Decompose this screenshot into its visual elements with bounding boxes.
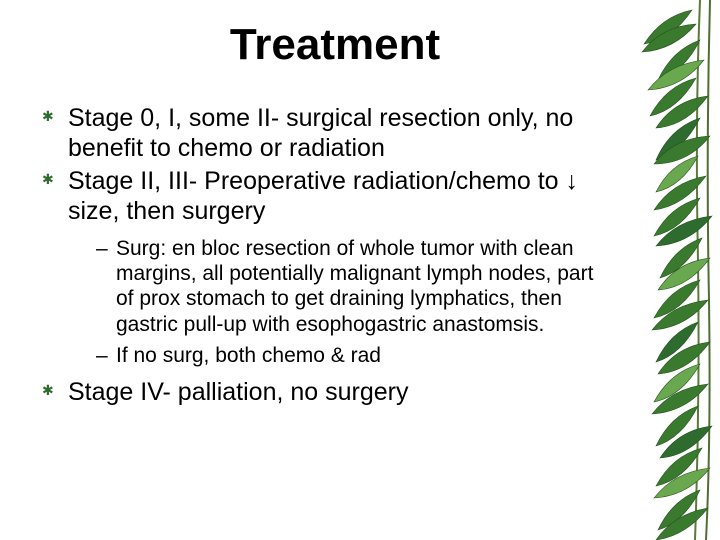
list-item: Surg: en bloc resection of whole tumor w… xyxy=(68,236,610,337)
list-item: Stage 0, I, some II- surgical resection … xyxy=(40,104,610,163)
sub-bullet-list: Surg: en bloc resection of whole tumor w… xyxy=(68,236,610,368)
list-item: Stage II, III- Preoperative radiation/ch… xyxy=(40,167,610,368)
page-title: Treatment xyxy=(60,20,610,70)
list-item: If no surg, both chemo & rad xyxy=(68,343,610,368)
bullet-text: Stage 0, I, some II- surgical resection … xyxy=(68,104,573,162)
bamboo-leaves-decoration xyxy=(600,0,720,540)
list-item: Stage IV- palliation, no surgery xyxy=(40,378,610,408)
sub-bullet-text: If no surg, both chemo & rad xyxy=(116,344,381,367)
slide: Treatment Stage 0, I, some II- surgical … xyxy=(0,0,720,540)
bullet-text: Stage IV- palliation, no surgery xyxy=(68,378,408,406)
sub-bullet-text: Surg: en bloc resection of whole tumor w… xyxy=(116,237,593,336)
bullet-text: Stage II, III- Preoperative radiation/ch… xyxy=(68,167,578,225)
bullet-list: Stage 0, I, some II- surgical resection … xyxy=(40,104,610,407)
